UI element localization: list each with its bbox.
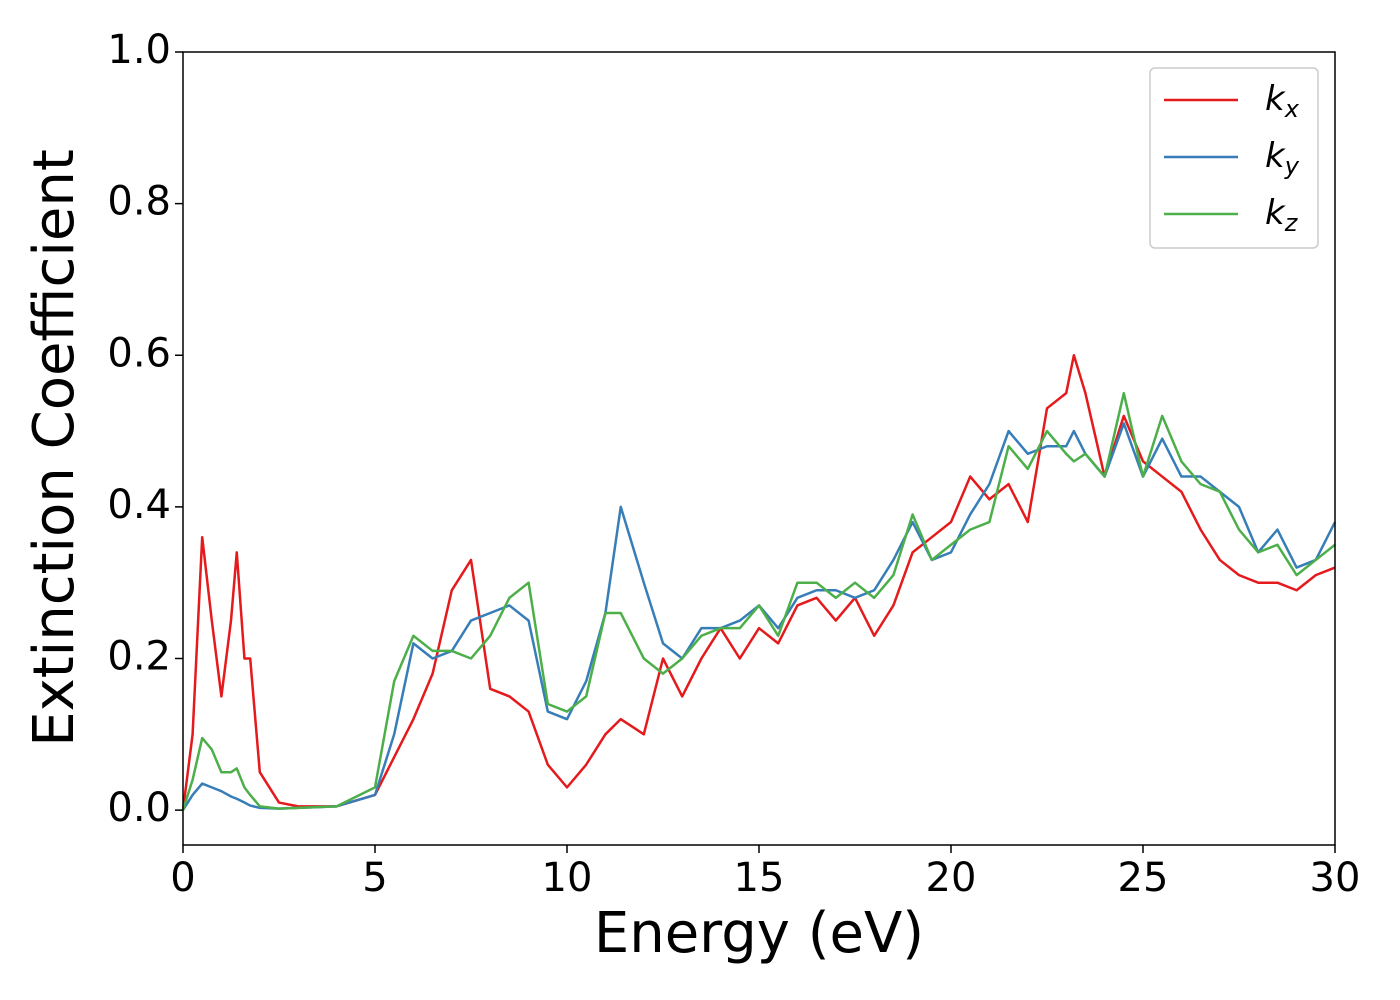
x-tick-label: 5 (362, 855, 387, 901)
y-tick-label: 0.8 (107, 179, 171, 225)
x-tick-label: 10 (542, 855, 593, 901)
y-axis-label: Extinction Coefficient (22, 149, 87, 747)
plot-frame (182, 51, 1336, 846)
x-tick-label: 25 (1118, 855, 1169, 901)
y-tick-label: 0.2 (107, 634, 171, 680)
x-tick-label: 0 (170, 855, 195, 901)
legend-label: kx (1265, 79, 1300, 124)
x-tick-label: 30 (1310, 855, 1361, 901)
x-axis-label: Energy (eV) (594, 901, 924, 966)
x-tick-label: 20 (926, 855, 977, 901)
y-tick-label: 0.0 (107, 785, 171, 831)
y-tick-label: 0.4 (107, 482, 171, 528)
y-tick-label: 1.0 (107, 27, 171, 73)
legend-label: kz (1265, 193, 1299, 238)
y-tick-label: 0.6 (107, 330, 171, 376)
data-line (181, 354, 1336, 811)
legend-label: ky (1265, 136, 1300, 181)
data-line (181, 391, 1336, 811)
x-tick-label: 15 (734, 855, 785, 901)
